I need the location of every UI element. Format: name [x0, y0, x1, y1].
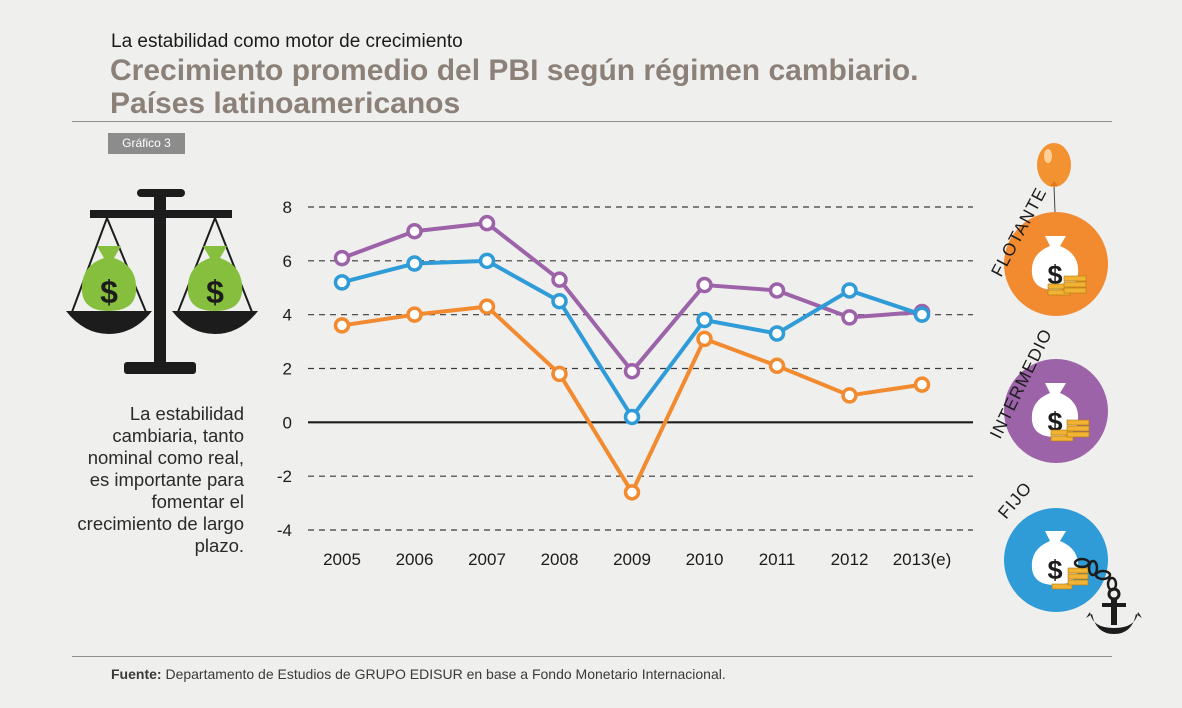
- x-tick-label: 2009: [613, 550, 651, 569]
- data-point-intermedio: [551, 271, 568, 288]
- data-point-flotante: [406, 306, 423, 323]
- data-point-fijo: [841, 282, 858, 299]
- title-line-1: Crecimiento promedio del PBI según régim…: [110, 54, 919, 87]
- x-axis-ticks: 2005 2006 2007 2008 2009 2010 2011 2012 2013(e): [323, 550, 951, 569]
- data-point-fijo: [623, 408, 641, 426]
- chart-title: Crecimiento promedio del PBI según régim…: [110, 54, 919, 120]
- data-point-flotante: [841, 387, 858, 404]
- data-point-flotante: [333, 317, 351, 334]
- data-point-intermedio: [333, 249, 351, 267]
- data-point-fijo: [696, 311, 713, 329]
- y-tick-label: 6: [283, 252, 292, 271]
- x-tick-label: 2006: [396, 550, 434, 569]
- data-point-fijo: [406, 255, 423, 272]
- data-point-intermedio: [696, 276, 713, 294]
- chart-number-badge: Gráfico 3: [108, 133, 185, 154]
- series-line-fijo: [341, 258, 923, 419]
- data-point-intermedio: [623, 362, 641, 380]
- data-point-intermedio: [478, 214, 496, 232]
- data-point-fijo: [551, 292, 568, 310]
- series-group: [333, 214, 931, 501]
- y-axis-ticks: 8 6 4 2 0 -2 -4: [277, 198, 292, 540]
- x-tick-label: 2011: [759, 550, 796, 569]
- bottom-divider: [72, 656, 1112, 657]
- data-point-flotante: [478, 298, 496, 315]
- data-point-intermedio: [768, 282, 786, 299]
- data-point-fijo: [913, 306, 931, 323]
- x-tick-label: 2010: [686, 550, 724, 569]
- note-text: La estabilidad cambiaria, tanto nominal …: [77, 403, 244, 556]
- kicker-text: La estabilidad como motor de crecimiento: [111, 31, 463, 52]
- data-point-flotante: [623, 484, 641, 501]
- x-tick-label: 2007: [468, 550, 506, 569]
- data-point-flotante: [551, 365, 568, 383]
- y-tick-label: 2: [283, 360, 292, 379]
- y-tick-label: -4: [277, 521, 292, 540]
- source-text: Departamento de Estudios de GRUPO EDISUR…: [161, 666, 726, 682]
- series-fijo: [333, 252, 931, 426]
- data-point-intermedio: [841, 309, 858, 326]
- title-line-2: Países latinoamericanos: [110, 87, 461, 120]
- y-tick-label: 0: [283, 413, 292, 432]
- data-point-flotante: [696, 330, 713, 348]
- source-label: Fuente:: [111, 666, 162, 682]
- x-tick-label: 2012: [831, 550, 869, 569]
- x-tick-label: 2005: [323, 550, 361, 569]
- source-note: Fuente: Departamento de Estudios de GRUP…: [111, 666, 726, 682]
- y-tick-label: -2: [277, 467, 292, 486]
- x-tick-label: 2008: [541, 550, 579, 569]
- y-tick-label: 4: [283, 306, 292, 325]
- series-flotante: [333, 298, 931, 501]
- data-point-fijo: [768, 325, 786, 342]
- data-point-fijo: [333, 274, 351, 291]
- grid-lines: [308, 206, 973, 531]
- top-divider: [72, 121, 1112, 122]
- y-tick-label: 8: [283, 198, 292, 217]
- data-point-flotante: [913, 376, 931, 393]
- data-point-fijo: [478, 252, 496, 270]
- series-line-flotante: [341, 304, 923, 495]
- x-tick-label: 2013(e): [893, 550, 952, 569]
- data-point-flotante: [768, 357, 786, 375]
- data-point-intermedio: [406, 222, 423, 240]
